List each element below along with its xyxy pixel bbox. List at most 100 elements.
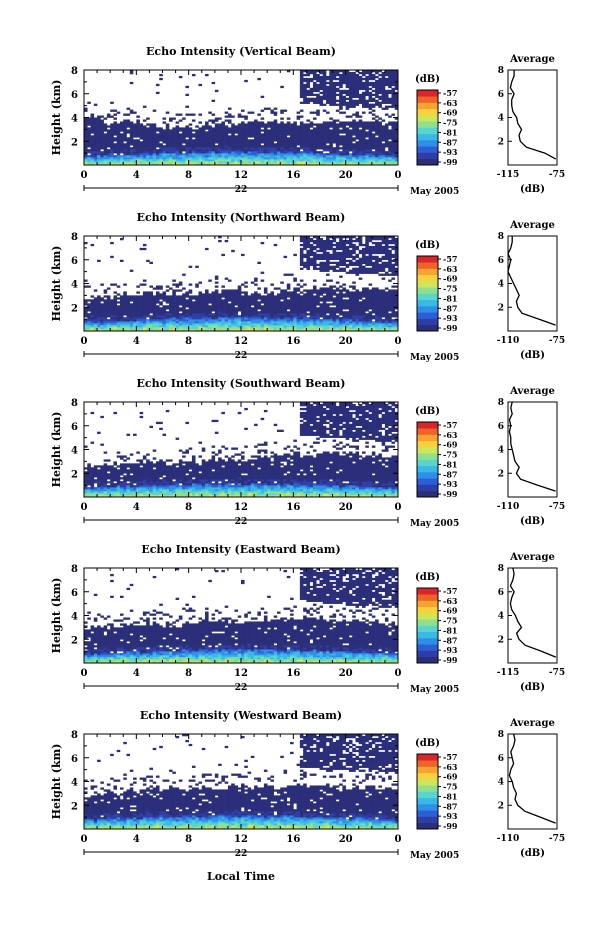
heatmap-cell	[362, 121, 366, 123]
heatmap-cell	[274, 295, 278, 297]
heatmap-cell	[120, 151, 124, 153]
heatmap-cell	[261, 141, 265, 143]
heatmap-cell	[146, 135, 150, 137]
heatmap-cell	[316, 317, 320, 319]
heatmap-cell	[169, 139, 173, 141]
heatmap-cell	[231, 307, 235, 309]
heatmap-cell	[97, 151, 101, 153]
heatmap-cell	[277, 129, 281, 131]
heatmap-cell	[97, 301, 101, 303]
heatmap-cell	[238, 293, 242, 295]
heatmap-cell	[375, 119, 379, 121]
heatmap-cell	[218, 123, 222, 125]
heatmap-cell	[339, 289, 343, 291]
heatmap-cell	[182, 145, 186, 147]
heatmap-cell	[140, 323, 144, 325]
heatmap-cell	[333, 297, 337, 299]
heatmap-cell	[372, 295, 376, 297]
heatmap-cell	[313, 287, 317, 289]
heatmap-cell	[215, 307, 219, 309]
heatmap-cell	[261, 299, 265, 301]
heatmap-cell	[274, 119, 278, 121]
heatmap-cell	[306, 260, 310, 262]
heatmap-cell	[375, 260, 379, 262]
heatmap-cell	[306, 313, 310, 315]
heatmap-cell	[316, 242, 320, 244]
heatmap-cell	[212, 135, 216, 137]
heatmap-cell	[316, 254, 320, 256]
heatmap-cell	[195, 155, 199, 157]
heatmap-cell	[342, 141, 346, 143]
heatmap-cell	[385, 299, 389, 301]
heatmap-cell	[388, 76, 392, 78]
heatmap-cell	[293, 293, 297, 295]
heatmap-cell	[182, 118, 186, 120]
heatmap-cell	[212, 121, 216, 123]
heatmap-cell	[306, 102, 310, 104]
heatmap-cell	[107, 153, 111, 155]
heatmap-cell	[221, 254, 225, 256]
heatmap-cell	[333, 96, 337, 98]
heatmap-cell	[346, 92, 350, 94]
heatmap-cell	[212, 159, 216, 161]
heatmap-cell	[382, 119, 386, 121]
heatmap-cell	[169, 151, 173, 153]
heatmap-cell	[346, 78, 350, 80]
heatmap-cell	[84, 280, 88, 282]
heatmap-cell	[231, 289, 235, 291]
heatmap-cell	[369, 295, 373, 297]
heatmap-cell	[303, 139, 307, 141]
heatmap-cell	[182, 135, 186, 137]
heatmap-cell	[169, 118, 173, 120]
heatmap-cell	[375, 272, 379, 274]
heatmap-cell	[264, 297, 268, 299]
heatmap-cell	[97, 297, 101, 299]
heatmap-cell	[270, 133, 274, 135]
heatmap-cell	[346, 147, 350, 149]
heatmap-cell	[136, 311, 140, 313]
heatmap-cell	[320, 145, 324, 147]
heatmap-cell	[133, 143, 137, 145]
heatmap-cell	[339, 121, 343, 123]
heatmap-cell	[336, 254, 340, 256]
heatmap-cell	[378, 141, 382, 143]
heatmap-cell	[375, 264, 379, 266]
heatmap-cell	[303, 127, 307, 129]
heatmap-cell	[362, 86, 366, 88]
heatmap-cell	[277, 139, 281, 141]
heatmap-cell	[365, 246, 369, 248]
heatmap-cell	[329, 149, 333, 151]
heatmap-cell	[316, 143, 320, 145]
heatmap-cell	[336, 131, 340, 133]
heatmap-cell	[310, 307, 314, 309]
heatmap-cell	[346, 143, 350, 145]
heatmap-cell	[369, 125, 373, 127]
heatmap-cell	[303, 321, 307, 323]
heatmap-cell	[146, 295, 150, 297]
heatmap-cell	[333, 131, 337, 133]
heatmap-cell	[176, 327, 180, 329]
heatmap-cell	[336, 321, 340, 323]
heatmap-cell	[342, 112, 346, 114]
heatmap-cell	[287, 291, 291, 293]
heatmap-cell	[208, 151, 212, 153]
heatmap-cell	[316, 319, 320, 321]
heatmap-cell	[329, 287, 333, 289]
heatmap-cell	[120, 260, 124, 262]
heatmap-cell	[320, 244, 324, 246]
heatmap-cell	[270, 315, 274, 317]
heatmap-cell	[172, 301, 176, 303]
heatmap-cell	[355, 248, 359, 250]
heatmap-cell	[267, 141, 271, 143]
heatmap-cell	[329, 143, 333, 145]
heatmap-cell	[97, 309, 101, 311]
heatmap-cell	[352, 293, 356, 295]
heatmap-cell	[189, 161, 193, 163]
heatmap-cell	[382, 303, 386, 305]
heatmap-cell	[369, 94, 373, 96]
heatmap-cell	[153, 127, 157, 129]
heatmap-cell	[130, 321, 134, 323]
heatmap-cell	[205, 327, 209, 329]
heatmap-cell	[391, 161, 395, 163]
heatmap-cell	[100, 147, 104, 149]
